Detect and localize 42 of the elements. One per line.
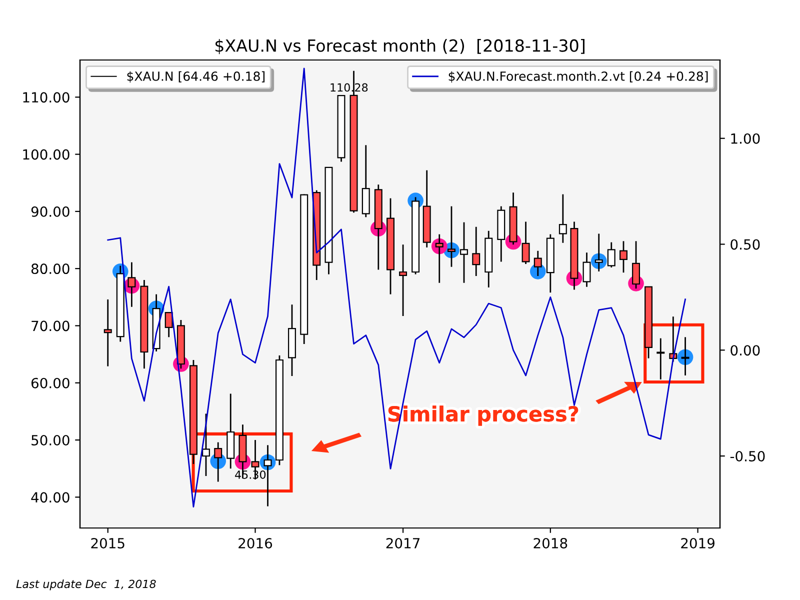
candlestick xyxy=(202,413,210,477)
y-tick-label: 100.00 xyxy=(23,149,70,160)
x-tick-label: 2015 xyxy=(91,538,124,548)
y-tick-label: 70.00 xyxy=(32,320,70,332)
x-tick-label: 2017 xyxy=(386,538,420,548)
text: Last update Dec 1, 2018 xyxy=(16,580,156,590)
x-tick-label: 2016 xyxy=(238,538,272,548)
x-tick-label: 2019 xyxy=(681,538,714,548)
y2-tick-label: -0.50 xyxy=(730,450,765,462)
candlestick xyxy=(164,312,173,338)
candlestick xyxy=(582,252,591,288)
candlestick xyxy=(607,242,616,268)
legend-label: $XAU.N.Forecast.month.2.vt [0.24 +0.28] xyxy=(448,71,708,83)
y-tick-label: 80.00 xyxy=(31,264,70,274)
candlestick xyxy=(104,298,112,367)
y-tick-label: 90.00 xyxy=(31,206,70,217)
y2-tick-label: 0.50 xyxy=(730,239,760,250)
chart-title: $XAU.N vs Forecast month (2) [2018-11-30] xyxy=(215,39,584,54)
x-tick-label: 2018 xyxy=(534,538,568,548)
y-tick-label: 40.00 xyxy=(31,492,70,503)
candlestick xyxy=(656,338,665,380)
y2-tick-label: 0.00 xyxy=(730,345,760,356)
candlestick xyxy=(435,234,444,284)
candlestick xyxy=(460,222,468,284)
candlestick xyxy=(399,244,408,317)
y-tick-label: 60.00 xyxy=(31,378,70,388)
y-tick-label: 50.00 xyxy=(32,434,70,446)
legend-label: $XAU.N [64.46 +0.18] xyxy=(127,71,265,83)
candlestick xyxy=(447,206,456,268)
candlestick xyxy=(264,444,272,507)
y2-tick-label: 1.00 xyxy=(731,133,760,144)
candlestick xyxy=(128,262,136,308)
candlestick xyxy=(632,240,640,290)
candlestick xyxy=(620,240,628,274)
candlestick xyxy=(558,194,567,244)
candlestick xyxy=(522,221,530,265)
candlestick xyxy=(594,233,603,272)
y-tick-label: 110.00 xyxy=(23,92,70,103)
candlestick xyxy=(472,226,480,277)
candlestick xyxy=(681,336,690,376)
candlestick xyxy=(534,250,542,277)
candlestick xyxy=(214,442,222,482)
